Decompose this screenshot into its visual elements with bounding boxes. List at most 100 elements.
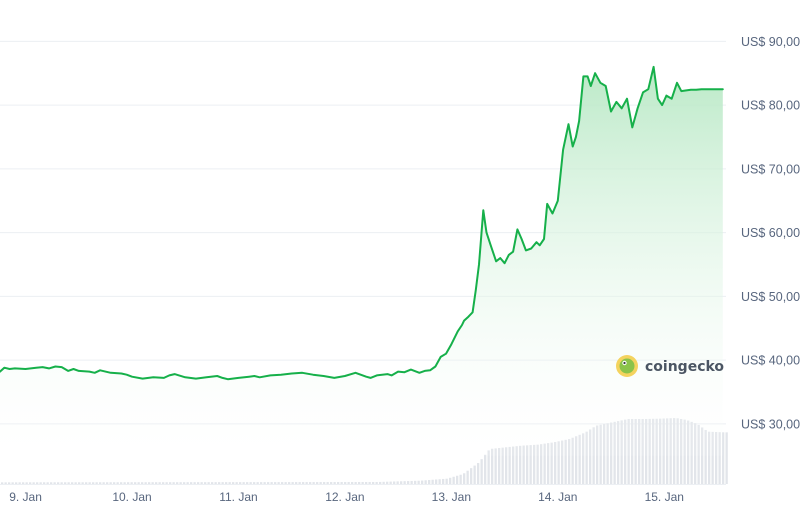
volume-bar	[291, 482, 294, 484]
volume-bar	[361, 482, 364, 484]
volume-bar	[337, 482, 340, 484]
x-tick-label: 9. Jan	[9, 490, 42, 504]
volume-bar	[22, 482, 25, 484]
volume-bar	[102, 482, 105, 484]
volume-bar	[95, 482, 98, 484]
volume-bar	[393, 481, 396, 484]
volume-bar	[456, 475, 459, 484]
volume-bar	[533, 444, 536, 484]
volume-bar	[575, 436, 578, 484]
volume-bar	[718, 432, 721, 484]
volume-bar	[484, 454, 487, 484]
volume-bar	[578, 434, 581, 484]
volume-bar	[179, 482, 182, 484]
volume-bar	[60, 482, 63, 484]
volume-bar	[708, 431, 711, 484]
x-tick-label: 14. Jan	[538, 490, 577, 504]
volume-bar	[141, 482, 144, 484]
volume-bar	[494, 448, 497, 484]
volume-bar	[183, 482, 186, 484]
volume-bar	[53, 482, 56, 484]
price-line-group	[0, 65, 724, 381]
volume-bar	[452, 476, 455, 484]
y-tick-label: US$ 60,00	[741, 226, 800, 240]
volume-bar	[130, 482, 133, 484]
volume-bar	[148, 482, 151, 484]
volume-bar	[326, 482, 329, 484]
volume-bar	[386, 481, 389, 484]
volume-bar	[239, 482, 242, 484]
volume-bar	[232, 482, 235, 484]
volume-bar	[186, 482, 189, 484]
volume-bar	[561, 440, 564, 484]
volume-bar	[722, 432, 725, 484]
volume-bar	[284, 482, 287, 484]
volume-bar	[78, 482, 81, 484]
volume-bar	[312, 482, 315, 484]
volume-bar	[571, 437, 574, 484]
volume-bar	[491, 448, 494, 484]
volume-bar	[501, 447, 504, 484]
x-tick-label: 10. Jan	[112, 490, 151, 504]
volume-bar	[340, 482, 343, 484]
volume-bar	[162, 482, 165, 484]
volume-bar	[473, 465, 476, 484]
price-line	[0, 65, 724, 381]
coingecko-gecko-logo	[616, 355, 638, 377]
volume-bar	[134, 482, 137, 484]
volume-bar	[536, 444, 539, 484]
volume-bar	[43, 482, 46, 484]
volume-bar	[200, 482, 203, 484]
volume-bar	[368, 482, 371, 484]
volume-bar	[151, 482, 154, 484]
volume-bar	[137, 482, 140, 484]
volume-bar	[64, 482, 67, 484]
volume-bar	[246, 482, 249, 484]
volume-bar	[302, 482, 305, 484]
volume-bar	[92, 482, 95, 484]
volume-bar	[207, 482, 210, 484]
volume-bar	[99, 482, 102, 484]
y-tick-label: US$ 30,00	[741, 417, 800, 431]
volume-bar	[57, 482, 60, 484]
volume-bar	[253, 482, 256, 484]
volume-bar	[144, 482, 147, 484]
price-area	[0, 66, 723, 456]
volume-bar	[211, 482, 214, 484]
volume-bar	[365, 482, 368, 484]
volume-bar	[18, 482, 21, 484]
volume-bar	[25, 482, 28, 484]
volume-bar	[585, 431, 588, 484]
volume-bar	[589, 429, 592, 484]
volume-bar	[15, 482, 18, 484]
volume-bar	[323, 482, 326, 484]
volume-bar	[263, 482, 266, 484]
volume-bar	[288, 482, 291, 484]
volume-bar	[711, 431, 714, 484]
y-tick-label: US$ 70,00	[741, 162, 800, 176]
volume-bar	[106, 482, 109, 484]
x-tick-label: 11. Jan	[219, 490, 257, 504]
volume-bar	[11, 482, 14, 484]
volume-bar	[379, 481, 382, 484]
y-tick-label: US$ 90,00	[741, 35, 800, 49]
volume-bar	[375, 482, 378, 484]
grid-lines	[0, 40, 726, 485]
volume-bar	[298, 482, 301, 484]
volume-bar	[116, 482, 119, 484]
volume-bar	[249, 482, 252, 484]
volume-bar	[480, 459, 483, 484]
volume-bar	[169, 482, 172, 484]
volume-bar	[498, 448, 501, 484]
volume-bar	[305, 482, 308, 484]
volume-bar	[235, 482, 238, 484]
volume-bar	[1, 482, 4, 484]
y-tick-label: US$ 80,00	[741, 99, 800, 113]
volume-bar	[204, 482, 207, 484]
watermark-text: coingecko	[645, 359, 724, 375]
volume-bar	[407, 481, 410, 484]
volume-bar	[39, 482, 42, 484]
volume-bar	[81, 482, 84, 484]
x-axis-labels: 9. Jan 10. Jan 11. Jan 12. Jan 13. Jan 14. Ja…	[9, 490, 684, 504]
